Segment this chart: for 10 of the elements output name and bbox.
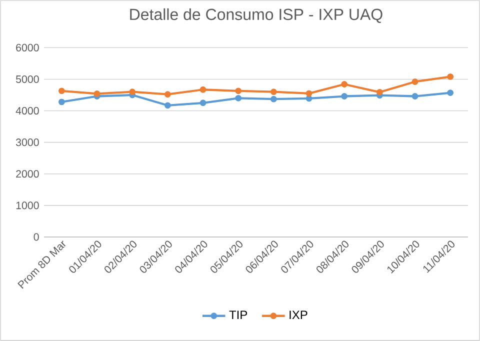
y-tick-label: 0 — [34, 233, 39, 241]
legend-label: TIP — [229, 310, 248, 319]
y-tick-label: 6000 — [16, 44, 39, 52]
y-tick-label: 4000 — [16, 106, 39, 115]
y-tick-label: 5000 — [16, 75, 39, 83]
legend-label: IXP — [290, 310, 308, 319]
y-tick-label: 3000 — [16, 138, 39, 146]
y-tick-label: 1000 — [16, 202, 39, 210]
chart-title: Detalle de Consumo ISP - IXP UAQ — [130, 8, 382, 23]
y-tick-label: 2000 — [16, 170, 39, 178]
